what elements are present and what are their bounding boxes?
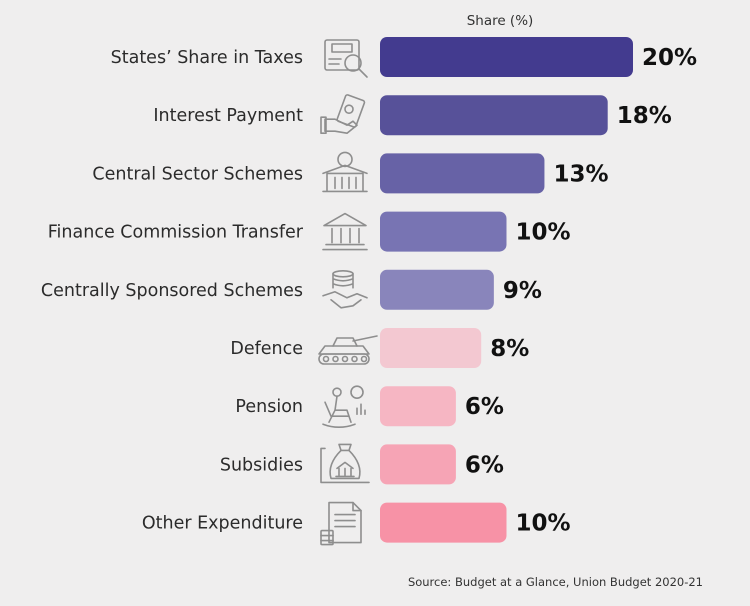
bar (380, 444, 456, 485)
category-label: Finance Commission Transfer (48, 223, 304, 243)
value-label: 6% (465, 394, 504, 420)
value-label: 9% (503, 278, 542, 304)
coins-handshake-icon (322, 269, 368, 309)
subsidy-icon (320, 443, 370, 484)
money-hand-icon (320, 94, 366, 134)
bar-row: Central Sector Schemes 13% (92, 151, 609, 194)
bar (380, 386, 456, 427)
value-label: 10% (516, 220, 571, 246)
value-label: 13% (553, 161, 608, 187)
value-label: 10% (516, 511, 571, 537)
category-label: Central Sector Schemes (92, 164, 303, 184)
bar (380, 502, 507, 543)
tank-icon (318, 335, 378, 365)
rupee-building-icon (322, 151, 368, 193)
category-label: Subsidies (220, 455, 303, 475)
bar-row: States’ Share in Taxes 20% (111, 37, 697, 78)
bar (380, 211, 507, 252)
value-column-header: Share (%) (467, 13, 534, 29)
bar-row: Defence 8% (230, 328, 529, 368)
bar (380, 328, 482, 368)
bar (380, 153, 545, 194)
bar-row: Pension 6% (235, 385, 504, 428)
bar-row: Subsidies 6% (220, 443, 504, 485)
category-label: Interest Payment (153, 106, 303, 126)
bar (380, 269, 494, 310)
bar-row: Interest Payment 18% (153, 94, 672, 136)
bank-icon (322, 212, 368, 251)
bar (380, 37, 633, 77)
category-label: Pension (235, 397, 303, 417)
bar-row: Finance Commission Transfer 10% (48, 211, 571, 252)
value-label: 20% (642, 45, 697, 71)
bar-row: Other Expenditure 10% (142, 501, 571, 546)
bar (380, 95, 608, 136)
pensioner-icon (322, 385, 366, 428)
tax-icon (324, 39, 368, 78)
value-label: 6% (465, 452, 504, 478)
category-label: Centrally Sponsored Schemes (41, 281, 303, 301)
value-label: 8% (490, 336, 529, 362)
source-note: Source: Budget at a Glance, Union Budget… (408, 575, 703, 589)
category-label: Defence (230, 339, 303, 359)
category-label: Other Expenditure (142, 514, 303, 534)
document-icon (320, 501, 362, 546)
bar-row: Centrally Sponsored Schemes 9% (41, 269, 542, 310)
value-label: 18% (617, 103, 672, 129)
category-label: States’ Share in Taxes (111, 48, 303, 68)
